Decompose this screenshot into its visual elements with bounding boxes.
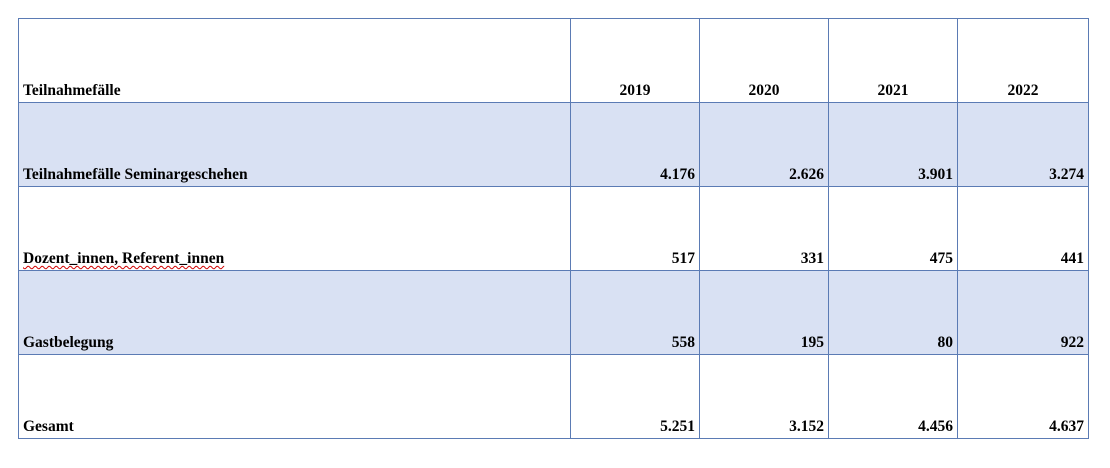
value-cell: 80 (828, 270, 958, 355)
value-cell: 331 (699, 186, 829, 271)
value-cell: 922 (957, 270, 1089, 355)
row-label: Gesamt (18, 354, 571, 439)
year-header: 2019 (570, 18, 700, 103)
row-label: Dozent_innen, Referent_innen (18, 186, 571, 271)
row-label: Teilnahmefälle Seminargeschehen (18, 102, 571, 187)
value-cell: 3.274 (957, 102, 1089, 187)
value-cell: 517 (570, 186, 700, 271)
value-cell: 4.176 (570, 102, 700, 187)
value-cell: 4.637 (957, 354, 1089, 439)
data-row: Gastbelegung 558 195 80 922 (18, 270, 1089, 355)
year-header: 2022 (957, 18, 1089, 103)
year-header: 2020 (699, 18, 829, 103)
value-cell: 2.626 (699, 102, 829, 187)
data-row: Dozent_innen, Referent_innen 517 331 475 441 (18, 186, 1089, 271)
value-cell: 475 (828, 186, 958, 271)
data-row: Teilnahmefälle Seminargeschehen 4.176 2.62… (18, 102, 1089, 187)
value-cell: 4.456 (828, 354, 958, 439)
table-body: Teilnahmefälle 2019 2020 2021 2022 Teilnahmef… (18, 18, 1089, 439)
value-cell: 3.152 (699, 354, 829, 439)
year-header: 2021 (828, 18, 958, 103)
value-cell: 195 (699, 270, 829, 355)
row-label: Gastbelegung (18, 270, 571, 355)
header-row: Teilnahmefälle 2019 2020 2021 2022 (18, 18, 1089, 103)
value-cell: 5.251 (570, 354, 700, 439)
row-header: Teilnahmefälle (18, 18, 571, 103)
value-cell: 441 (957, 186, 1089, 271)
data-row: Gesamt 5.251 3.152 4.456 4.637 (18, 354, 1089, 439)
value-cell: 558 (570, 270, 700, 355)
data-table: Teilnahmefälle 2019 2020 2021 2022 Teilnahmef… (18, 18, 1089, 439)
value-cell: 3.901 (828, 102, 958, 187)
